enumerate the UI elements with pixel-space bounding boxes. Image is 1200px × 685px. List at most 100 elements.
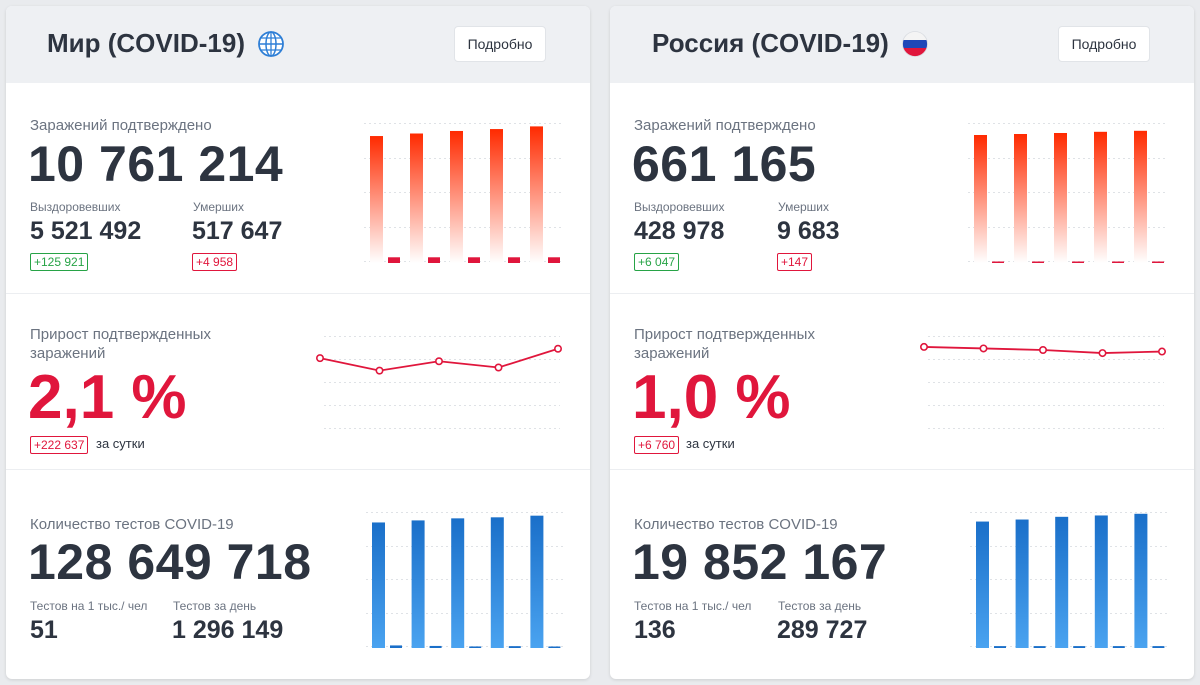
- growth-line-chart: [316, 336, 563, 429]
- data-point: [435, 357, 444, 366]
- deaths-delta-badge: +147: [777, 253, 813, 271]
- data-point: [375, 366, 384, 375]
- bar: [1094, 515, 1108, 648]
- per-day-label: за сутки: [96, 436, 145, 451]
- tests-per-thousand-label: Тестов на 1 тыс./ чел: [634, 599, 752, 613]
- bar: [1032, 261, 1044, 263]
- confirmed-label: Заражений подтверждено: [634, 117, 816, 134]
- growth-section: Прирост подтвержденных заражений 1,0 % +…: [610, 293, 1194, 469]
- growth-percent: 1,0 %: [632, 363, 791, 432]
- data-point: [554, 344, 563, 353]
- card-title: Россия (COVID-19): [652, 28, 929, 59]
- bar: [1072, 261, 1084, 263]
- card-title: Мир (COVID-19): [47, 28, 285, 59]
- bar: [508, 257, 520, 263]
- bar: [976, 521, 989, 648]
- recovered-value: 5 521 492: [30, 217, 142, 245]
- card-header: Мир (COVID-19) Подробно: [6, 6, 590, 83]
- data-point: [1098, 349, 1107, 358]
- bar: [451, 518, 465, 648]
- bar: [1054, 133, 1067, 263]
- bar: [390, 645, 402, 648]
- data-point: [1158, 347, 1167, 356]
- confirmed-label: Заражений подтверждено: [30, 117, 212, 134]
- growth-delta-badge: +222 637: [30, 436, 89, 454]
- bar: [1094, 131, 1107, 263]
- bar: [548, 646, 561, 648]
- bar: [370, 136, 383, 263]
- deaths-delta-badge: +4 958: [192, 253, 238, 271]
- card-header: Россия (COVID-19) Подробно: [610, 6, 1194, 83]
- bar: [1112, 261, 1124, 263]
- bar: [1014, 134, 1027, 263]
- world-card: Мир (COVID-19) Подробно Заражений подтве…: [6, 6, 590, 679]
- tests-label: Количество тестов COVID-19: [30, 516, 234, 533]
- bar: [429, 645, 442, 648]
- bar: [468, 257, 480, 263]
- bar: [1073, 646, 1086, 648]
- bar: [992, 261, 1004, 263]
- growth-label-line2: заражений: [30, 345, 106, 362]
- bar: [1033, 646, 1046, 648]
- per-day-label: за сутки: [686, 436, 735, 451]
- russia-card: Россия (COVID-19) Подробно Заражений под…: [610, 6, 1194, 679]
- tests-per-day-value: 289 727: [777, 616, 868, 644]
- tests-section: Количество тестов COVID-19 128 649 718 Т…: [6, 469, 590, 679]
- tests-bar-chart: [366, 512, 564, 648]
- growth-label-line1: Прирост подтвержденных: [634, 326, 815, 343]
- bar: [1112, 646, 1125, 648]
- confirmed-section: Заражений подтверждено 661 165 Выздорове…: [610, 83, 1194, 293]
- bar: [1055, 516, 1069, 648]
- bar: [1134, 130, 1147, 263]
- bar: [1152, 646, 1165, 648]
- tests-per-thousand-value: 51: [30, 616, 58, 644]
- bar: [450, 130, 463, 263]
- tests-per-day-value: 1 296 149: [172, 616, 284, 644]
- details-button[interactable]: Подробно: [454, 26, 546, 62]
- confirmed-bar-chart: [364, 123, 564, 263]
- deaths-value: 9 683: [777, 217, 840, 245]
- tests-per-thousand-label: Тестов на 1 тыс./ чел: [30, 599, 148, 613]
- tests-value: 19 852 167: [632, 534, 888, 590]
- bar: [530, 515, 544, 648]
- bar: [1015, 519, 1029, 648]
- bar: [1152, 261, 1164, 263]
- growth-section: Прирост подтвержденных заражений 2,1 % +…: [6, 293, 590, 469]
- card-title-text: Мир (COVID-19): [47, 28, 245, 58]
- bar: [508, 646, 521, 648]
- confirmed-section: Заражений подтверждено 10 761 214 Выздор…: [6, 83, 590, 293]
- tests-bar-chart: [970, 512, 1168, 648]
- growth-label-line1: Прирост подтвержденных: [30, 326, 211, 343]
- bar: [428, 257, 440, 263]
- recovered-label: Выздоровевших: [634, 200, 725, 214]
- recovered-delta-badge: +125 921: [30, 253, 89, 271]
- bar: [530, 126, 543, 263]
- tests-value: 128 649 718: [28, 534, 312, 590]
- recovered-delta-badge: +6 047: [634, 253, 680, 271]
- tests-per-day-label: Тестов за день: [173, 599, 257, 613]
- recovered-value: 428 978: [634, 217, 725, 245]
- confirmed-value: 10 761 214: [28, 136, 284, 192]
- deaths-label: Умерших: [778, 200, 830, 214]
- bar: [1134, 513, 1148, 648]
- bar: [994, 646, 1006, 648]
- bar: [469, 646, 482, 648]
- deaths-label: Умерших: [193, 200, 245, 214]
- bar: [490, 129, 503, 263]
- russia-flag-icon: [901, 30, 929, 58]
- bar: [372, 522, 385, 648]
- bar: [490, 517, 504, 648]
- bar: [411, 520, 425, 648]
- bar: [410, 133, 423, 263]
- globe-icon: [257, 30, 285, 58]
- confirmed-bar-chart: [968, 123, 1168, 263]
- details-button[interactable]: Подробно: [1058, 26, 1150, 62]
- bar: [974, 135, 987, 263]
- data-point: [316, 354, 325, 363]
- tests-per-day-label: Тестов за день: [778, 599, 862, 613]
- recovered-label: Выздоровевших: [30, 200, 121, 214]
- tests-per-thousand-value: 136: [634, 616, 676, 644]
- tests-section: Количество тестов COVID-19 19 852 167 Те…: [610, 469, 1194, 679]
- data-point: [920, 342, 929, 351]
- bar: [388, 257, 400, 263]
